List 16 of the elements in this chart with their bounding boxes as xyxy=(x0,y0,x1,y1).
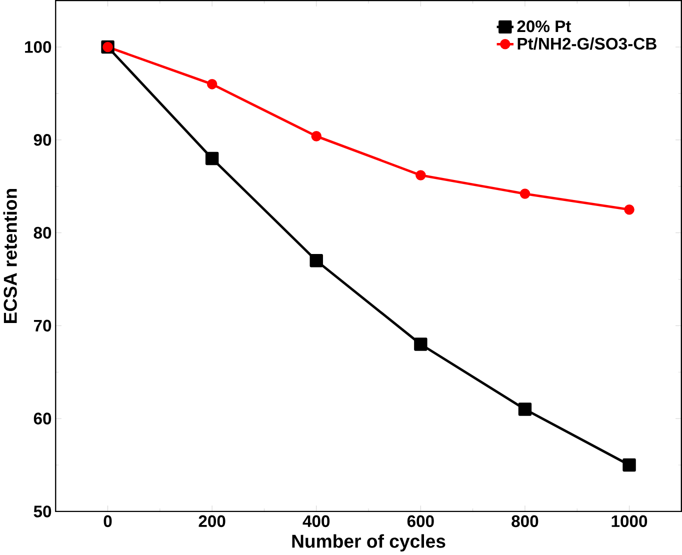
legend-label: 20% Pt xyxy=(517,20,572,32)
x-tick-label: 600 xyxy=(407,515,434,528)
y-axis-title: ECSA retention xyxy=(3,189,17,324)
x-tick-label: 0 xyxy=(104,515,112,528)
x-tick-label: 200 xyxy=(198,515,226,528)
y-tick-label: 80 xyxy=(34,227,52,239)
x-tick-label: 1000 xyxy=(612,515,648,528)
y-tick-label: 90 xyxy=(34,134,52,146)
y-tick-label: 70 xyxy=(34,320,52,332)
y-tick-label: 50 xyxy=(34,506,52,518)
x-axis-title: Number of cycles xyxy=(292,534,446,552)
legend-label: Pt/NH2-G/SO3-CB xyxy=(518,38,656,50)
x-tick-label: 800 xyxy=(512,515,538,528)
y-tick-label: 100 xyxy=(25,41,52,54)
y-tick-label: 60 xyxy=(34,412,52,425)
x-tick-label: 400 xyxy=(302,515,330,528)
